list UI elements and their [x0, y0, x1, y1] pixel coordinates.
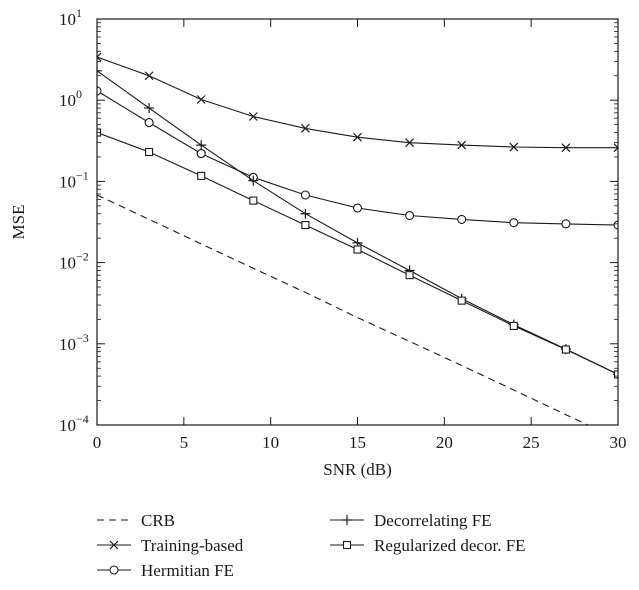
x-tick-label: 10 — [262, 433, 279, 452]
data-point-square — [301, 221, 310, 230]
y-tick-label: 101 — [59, 6, 82, 29]
x-tick-label: 5 — [180, 433, 189, 452]
data-point-square — [145, 147, 154, 157]
legend-label: Decorrelating FE — [374, 511, 492, 530]
data-point-square — [353, 245, 362, 254]
x-tick-label: 0 — [93, 433, 102, 452]
data-point-cross — [196, 95, 206, 104]
data-point-square — [197, 171, 206, 180]
data-point-cross — [248, 112, 258, 121]
y-axis-label: MSE — [9, 205, 28, 240]
legend-item-crb: CRB — [97, 511, 175, 530]
data-point-plus — [97, 65, 102, 76]
data-point-circle — [561, 219, 571, 229]
x-tick-label: 20 — [436, 433, 453, 452]
x-tick-label: 15 — [349, 433, 366, 452]
data-point-square — [613, 370, 618, 379]
legend-marker-cross — [109, 540, 119, 550]
data-point-plus — [144, 103, 155, 114]
legend-marker-circle — [109, 565, 119, 575]
legend-item-regularized-decor-fe: Regularized decor. FE — [330, 536, 526, 555]
data-point-cross — [561, 143, 571, 153]
y-tick-label: 10−2 — [59, 250, 89, 273]
data-point-cross — [613, 143, 618, 153]
data-point-square — [405, 271, 414, 280]
data-point-circle — [613, 220, 618, 230]
data-point-circle — [300, 190, 310, 200]
data-point-square — [509, 321, 518, 330]
data-point-circle — [509, 218, 519, 228]
plot-marks — [97, 52, 618, 425]
y-tick-label: 10−1 — [59, 168, 89, 191]
data-point-square — [249, 196, 258, 205]
legend-item-training-based: Training-based — [97, 536, 244, 555]
y-tick-label: 100 — [59, 87, 82, 110]
legend-marker-square — [342, 540, 352, 550]
data-point-circle — [352, 203, 363, 213]
data-point-square — [561, 345, 570, 354]
x-tick-label: 30 — [610, 433, 627, 452]
data-point-circle — [196, 149, 206, 159]
y-tick-label: 10−3 — [59, 331, 89, 354]
legend-item-hermitian-fe: Hermitian FE — [97, 561, 234, 580]
legend-label: Hermitian FE — [141, 561, 234, 580]
data-point-cross — [509, 142, 519, 152]
data-point-plus — [300, 208, 311, 219]
legend-marker-plus — [342, 515, 352, 525]
y-tick-label: 10−4 — [59, 412, 89, 435]
data-point-plus — [196, 140, 207, 151]
x-axis-label: SNR (dB) — [323, 460, 391, 479]
data-point-cross — [144, 71, 154, 81]
legend-label: Regularized decor. FE — [374, 536, 526, 555]
data-point-cross — [97, 52, 102, 62]
data-point-circle — [457, 214, 467, 224]
series-regularized-decor-fe — [97, 128, 618, 379]
data-point-circle — [405, 210, 415, 221]
data-point-cross — [405, 138, 415, 148]
axes: 0 5 10 15 20 25 30 10−4 10−3 10−2 10−1 100 101 — [59, 6, 627, 452]
data-point-circle — [144, 118, 154, 128]
data-point-circle — [97, 86, 102, 96]
data-point-plus — [248, 175, 259, 186]
legend-label: Training-based — [141, 536, 244, 555]
data-point-cross — [457, 140, 467, 150]
legend-label: CRB — [141, 511, 175, 530]
data-point-cross — [353, 132, 362, 142]
legend-item-decorrelating-fe: Decorrelating FE — [330, 511, 492, 530]
data-point-square — [457, 296, 466, 305]
x-tick-label: 25 — [523, 433, 540, 452]
data-point-cross — [300, 123, 310, 133]
series-training-based — [97, 52, 618, 153]
legend: CRB Training-based Hermitian FE Decorrelati… — [97, 511, 526, 580]
